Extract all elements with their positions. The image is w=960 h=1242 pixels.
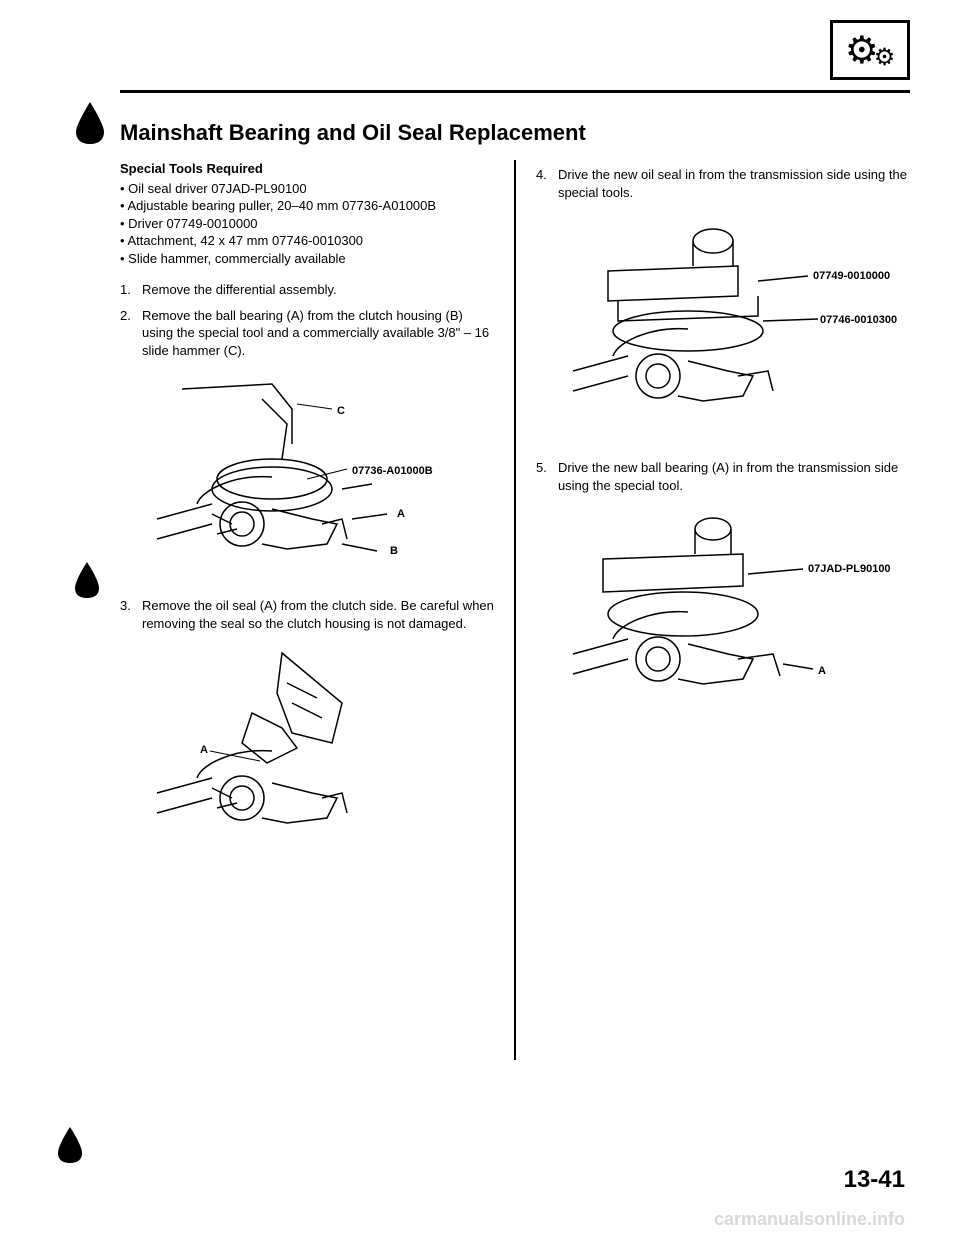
step-4: 4. Drive the new oil seal in from the tr… — [536, 166, 910, 201]
tools-list: • Oil seal driver 07JAD-PL90100 • Adjust… — [120, 180, 494, 268]
step-text: Remove the oil seal (A) from the clutch … — [142, 597, 494, 632]
figure-2: A — [142, 643, 494, 863]
step-text: Remove the ball bearing (A) from the clu… — [142, 307, 494, 360]
fig1-label-a: A — [397, 508, 405, 520]
drop-icon — [72, 100, 108, 144]
gear-small-icon: ⚙ — [874, 43, 896, 72]
content-columns: Special Tools Required • Oil seal driver… — [120, 160, 910, 1060]
tools-heading: Special Tools Required — [120, 160, 494, 178]
fig1-label-c: C — [337, 405, 345, 417]
figure-4: 07JAD-PL90100 A — [558, 504, 910, 724]
tool-item: • Driver 07749-0010000 — [120, 215, 494, 233]
step-1: 1. Remove the differential assembly. — [120, 281, 494, 299]
step-number: 1. — [120, 281, 142, 299]
fig3-label-p2: 07746-0010300 — [820, 314, 897, 326]
step-text: Remove the differential assembly. — [142, 281, 494, 299]
side-drop-icon — [72, 560, 102, 600]
right-column: 4. Drive the new oil seal in from the tr… — [536, 160, 910, 1060]
figure-3-svg: 07749-0010000 07746-0010300 — [558, 211, 898, 441]
figure-4-svg: 07JAD-PL90100 A — [558, 504, 898, 724]
step-number: 5. — [536, 459, 558, 494]
figure-2-svg: A — [142, 643, 442, 863]
fig4-label-a: A — [818, 665, 826, 677]
figure-3: 07749-0010000 07746-0010300 — [558, 211, 910, 441]
figure-1: C 07736-A01000B A B — [142, 369, 494, 579]
step-text: Drive the new ball bearing (A) in from t… — [558, 459, 910, 494]
fig3-label-p1: 07749-0010000 — [813, 270, 890, 282]
header-rule — [120, 90, 910, 93]
step-number: 2. — [120, 307, 142, 360]
step-text: Drive the new oil seal in from the trans… — [558, 166, 910, 201]
fig4-label-part: 07JAD-PL90100 — [808, 563, 891, 575]
figure-1-svg: C 07736-A01000B A B — [142, 369, 452, 579]
step-number: 3. — [120, 597, 142, 632]
tool-item: • Attachment, 42 x 47 mm 07746-0010300 — [120, 232, 494, 250]
tool-item: • Oil seal driver 07JAD-PL90100 — [120, 180, 494, 198]
watermark: carmanualsonline.info — [714, 1209, 905, 1230]
column-divider — [514, 160, 516, 1060]
side-drop-icon-2 — [55, 1125, 85, 1165]
left-column: Special Tools Required • Oil seal driver… — [120, 160, 494, 1060]
step-2: 2. Remove the ball bearing (A) from the … — [120, 307, 494, 360]
gears-header-icon: ⚙ ⚙ — [830, 20, 910, 80]
tool-item: • Slide hammer, commercially available — [120, 250, 494, 268]
fig2-label-a: A — [200, 744, 208, 756]
tool-item: • Adjustable bearing puller, 20–40 mm 07… — [120, 197, 494, 215]
step-number: 4. — [536, 166, 558, 201]
page-number: 13-41 — [844, 1166, 905, 1194]
step-5: 5. Drive the new ball bearing (A) in fro… — [536, 459, 910, 494]
step-3: 3. Remove the oil seal (A) from the clut… — [120, 597, 494, 632]
page-title: Mainshaft Bearing and Oil Seal Replaceme… — [120, 120, 586, 146]
fig1-label-part: 07736-A01000B — [352, 465, 433, 477]
fig1-label-b: B — [390, 545, 398, 557]
manual-page: ⚙ ⚙ Mainshaft Bearing and Oil Seal Repla… — [0, 0, 960, 1242]
